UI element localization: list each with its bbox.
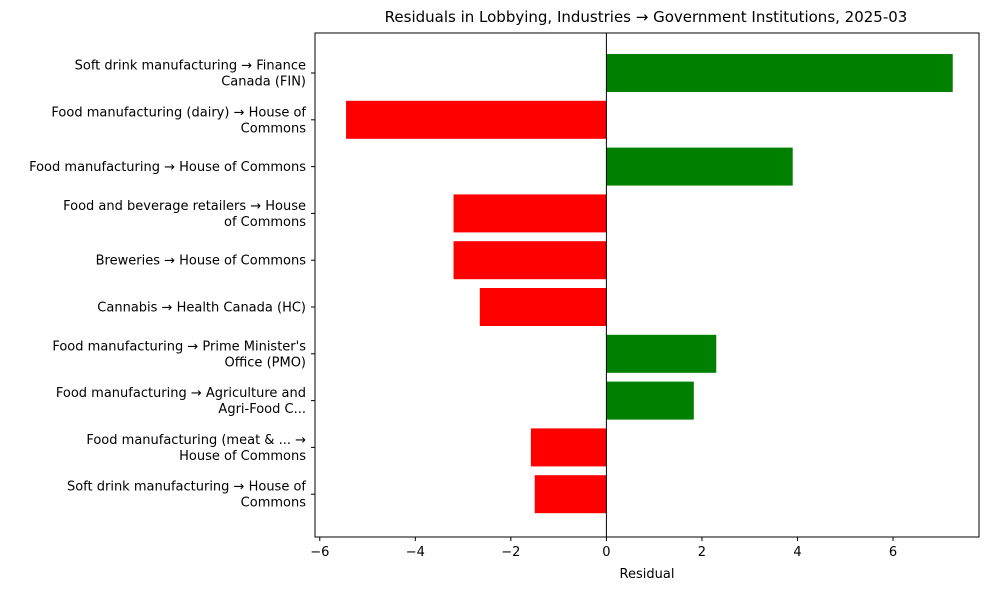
y-tick-label-line: Soft drink manufacturing → Finance	[75, 59, 306, 74]
bar	[606, 147, 793, 186]
x-tick-label: 4	[793, 545, 801, 560]
x-axis: −6 −4 −2 0 2 4 6	[310, 537, 897, 560]
y-tick-label: Cannabis → Health Canada (HC)	[97, 301, 306, 316]
bar	[606, 334, 717, 373]
chart-title: Residuals in Lobbying, Industries → Gove…	[385, 8, 908, 26]
bar	[346, 100, 607, 139]
x-tick-label: 0	[602, 545, 610, 560]
y-tick-label-line: Food manufacturing → Prime Minister's	[52, 339, 306, 354]
y-tick-label-line: Office (PMO)	[224, 355, 306, 370]
x-tick-label: −4	[406, 545, 425, 560]
y-tick-label: Soft drink manufacturing → Finance Canada…	[75, 59, 306, 90]
x-tick-label: −2	[501, 545, 520, 560]
y-tick-label-line: House of Commons	[179, 449, 306, 464]
y-tick-label-line: Agri-Food C...	[218, 402, 306, 417]
y-tick-label-line: Food manufacturing (dairy) → House of	[51, 105, 306, 120]
plot-area-frame	[314, 32, 980, 538]
y-tick-label: Food manufacturing (dairy) → House of Com…	[51, 105, 306, 136]
y-tick-label-line: Commons	[241, 496, 307, 511]
y-tick-label-line: Food manufacturing (meat & ... →	[86, 433, 306, 448]
x-tick-label: 6	[889, 545, 897, 560]
y-tick-label-line: Commons	[241, 121, 307, 136]
bar	[479, 288, 607, 326]
y-tick-label: Food manufacturing (meat & ... → House of…	[86, 433, 306, 464]
bars-group	[346, 54, 953, 514]
x-tick-label: 2	[698, 545, 706, 560]
x-tick-label: −6	[310, 545, 329, 560]
y-tick-label-line: Food manufacturing → Agriculture and	[56, 386, 306, 401]
y-tick-label: Soft drink manufacturing → House of Commo…	[67, 480, 306, 511]
bar	[453, 241, 607, 280]
y-tick-label-line: of Commons	[224, 215, 306, 230]
y-tick-label: Food and beverage retailers → House of Co…	[63, 199, 306, 230]
x-axis-label: Residual	[620, 567, 675, 582]
y-tick-label: Food manufacturing → Prime Minister's Off…	[52, 339, 306, 370]
bar	[606, 381, 694, 420]
y-tick-label-line: Cannabis → Health Canada (HC)	[97, 301, 306, 316]
y-tick-label-line: Canada (FIN)	[221, 75, 306, 90]
bar	[530, 428, 607, 467]
y-axis: Soft drink manufacturing → Finance Canada…	[29, 59, 315, 511]
y-tick-label: Breweries → House of Commons	[96, 254, 307, 269]
bar	[453, 194, 607, 233]
bar	[534, 475, 607, 514]
y-tick-label: Food manufacturing → House of Commons	[29, 160, 306, 175]
y-tick-label-line: Food manufacturing → House of Commons	[29, 160, 306, 175]
y-tick-label-line: Soft drink manufacturing → House of	[67, 480, 306, 495]
y-tick-label: Food manufacturing → Agriculture and Agri…	[56, 386, 306, 417]
y-tick-label-line: Breweries → House of Commons	[96, 254, 307, 269]
y-tick-label-line: Food and beverage retailers → House	[63, 199, 306, 214]
bar	[606, 54, 953, 92]
